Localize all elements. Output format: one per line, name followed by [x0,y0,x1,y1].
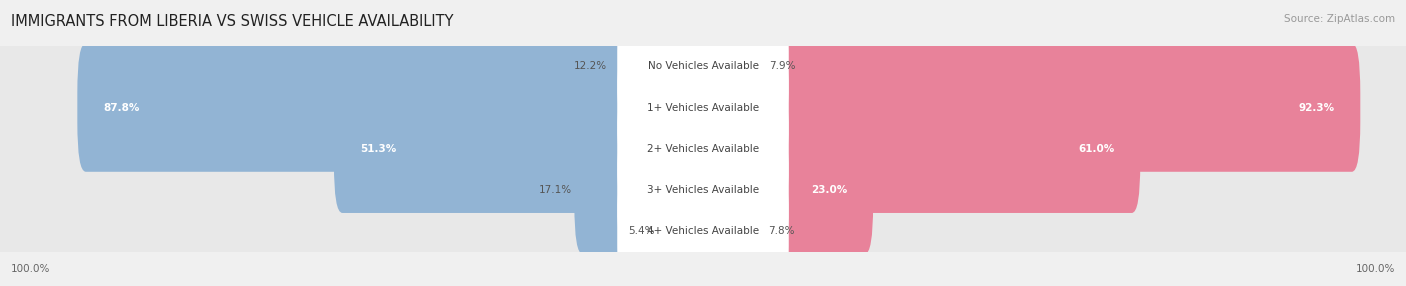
Text: 2+ Vehicles Available: 2+ Vehicles Available [647,144,759,154]
Text: 1+ Vehicles Available: 1+ Vehicles Available [647,103,759,112]
Text: 23.0%: 23.0% [811,185,846,195]
FancyBboxPatch shape [695,2,768,131]
FancyBboxPatch shape [0,150,1406,286]
Text: 12.2%: 12.2% [574,61,607,71]
Text: 7.8%: 7.8% [768,226,794,236]
Text: No Vehicles Available: No Vehicles Available [648,61,758,71]
Text: Source: ZipAtlas.com: Source: ZipAtlas.com [1284,14,1395,24]
Text: 61.0%: 61.0% [1078,144,1115,154]
Text: 51.3%: 51.3% [360,144,396,154]
FancyBboxPatch shape [0,109,1406,271]
FancyBboxPatch shape [695,43,1361,172]
Text: 87.8%: 87.8% [104,103,139,112]
Text: 17.1%: 17.1% [538,185,572,195]
FancyBboxPatch shape [617,2,789,131]
FancyBboxPatch shape [0,68,1406,230]
FancyBboxPatch shape [575,126,711,254]
FancyBboxPatch shape [695,126,873,254]
Text: 100.0%: 100.0% [1355,264,1395,274]
Text: 5.4%: 5.4% [628,226,654,236]
Text: 3+ Vehicles Available: 3+ Vehicles Available [647,185,759,195]
Text: IMMIGRANTS FROM LIBERIA VS SWISS VEHICLE AVAILABILITY: IMMIGRANTS FROM LIBERIA VS SWISS VEHICLE… [11,14,454,29]
FancyBboxPatch shape [609,2,711,131]
FancyBboxPatch shape [0,0,1406,147]
FancyBboxPatch shape [617,167,789,286]
Text: 7.9%: 7.9% [769,61,796,71]
FancyBboxPatch shape [617,84,789,213]
Text: 100.0%: 100.0% [11,264,51,274]
Text: 92.3%: 92.3% [1298,103,1334,112]
FancyBboxPatch shape [617,126,789,254]
FancyBboxPatch shape [695,84,1140,213]
FancyBboxPatch shape [617,43,789,172]
Text: 4+ Vehicles Available: 4+ Vehicles Available [647,226,759,236]
FancyBboxPatch shape [77,43,711,172]
FancyBboxPatch shape [0,27,1406,188]
FancyBboxPatch shape [335,84,711,213]
FancyBboxPatch shape [657,167,711,286]
FancyBboxPatch shape [695,167,766,286]
